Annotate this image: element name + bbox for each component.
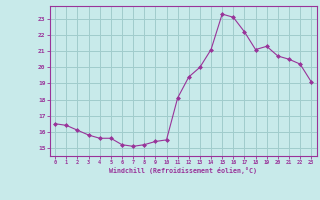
X-axis label: Windchill (Refroidissement éolien,°C): Windchill (Refroidissement éolien,°C) — [109, 167, 257, 174]
